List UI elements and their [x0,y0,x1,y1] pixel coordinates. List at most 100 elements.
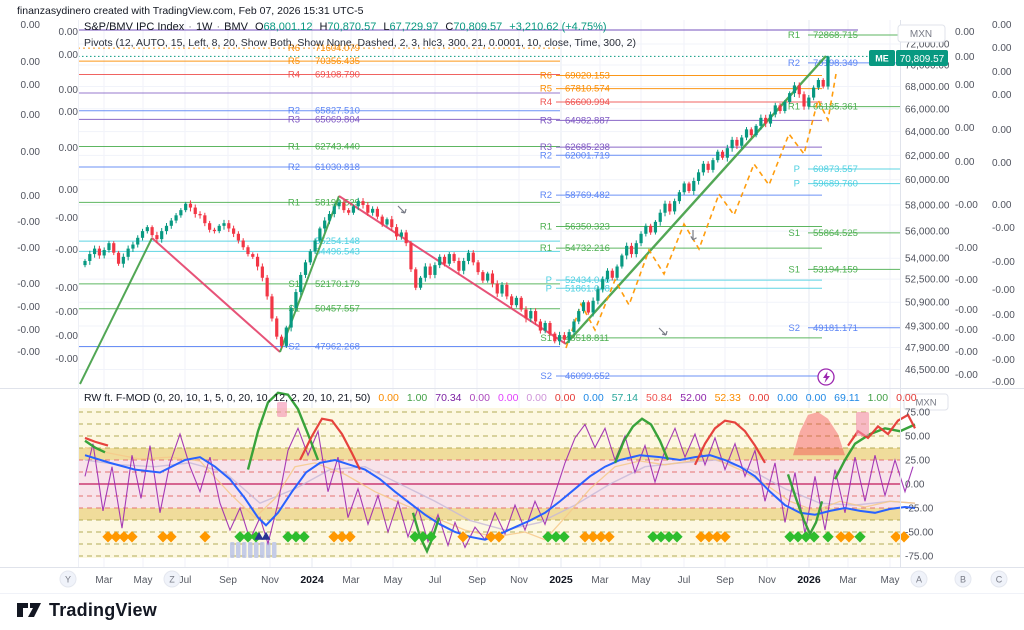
shortcut-button-A[interactable]: A [910,570,928,588]
price-tick[interactable]: 66,000.00 [905,104,950,115]
candle-body [83,260,87,266]
shortcut-button-C[interactable]: C [990,570,1008,588]
candle-body [821,79,825,87]
candle-body [184,203,188,211]
right-scale-value: 0.00 [955,157,975,168]
price-tick[interactable]: 52,500.00 [905,275,950,286]
oscillator-value-3: 0.00 [469,392,490,404]
left-scale-value: 0.00 [21,147,41,158]
currency-box [897,24,946,43]
pivot-label-P: P [794,179,800,190]
candle-body [371,208,375,213]
candle-body [428,266,432,275]
price-tick[interactable]: 54,000.00 [905,254,950,265]
oscillator-tick[interactable]: 50.00 [905,432,930,443]
currency-badge-top: MXN [897,24,946,43]
price-tick[interactable]: 46,500.00 [905,365,950,376]
oscillator-tick[interactable]: -25.00 [905,504,934,515]
candle-body [423,266,427,278]
pivot-label-S1: S1 [288,304,300,315]
time-axis-month[interactable]: Sep [219,575,237,586]
oscillator-value-8: 57.14 [611,392,638,404]
osc-histogram-bar [248,542,253,558]
oscillator-legend[interactable]: RW ft. F-MOD (0, 20, 10, 1, 5, 0, 20, 10… [84,392,917,404]
price-tick[interactable]: 47,900.00 [905,343,950,354]
time-axis-month[interactable]: Nov [758,575,776,586]
time-axis-month[interactable]: May [881,575,900,586]
shortcut-letter: C [996,575,1003,585]
price-tick[interactable]: 64,000.00 [905,127,950,138]
time-axis-month[interactable]: May [384,575,403,586]
oscillator-tick[interactable]: -50.00 [905,528,934,539]
drawing-arrow[interactable] [397,205,407,214]
time-axis-month[interactable]: Jul [678,575,691,586]
time-axis-month[interactable]: Jul [179,575,192,586]
ohlc-value-O: 68,001.12 [263,21,313,33]
osc-red-segment [84,436,109,447]
time-axis-year[interactable]: 2024 [300,574,324,586]
osc-red-segment [694,419,766,466]
osc-pink-box [277,402,287,417]
price-tick[interactable]: 50,900.00 [905,298,950,309]
pivot-value: 66185.361 [813,102,858,113]
pivot-value: 60873.557 [813,164,858,175]
time-axis-month[interactable]: Mar [591,575,609,586]
shortcut-button-Z[interactable]: Z [163,570,181,588]
ohlc-value-C: 70,809.57 [453,21,503,33]
oscillator-tick[interactable]: 0.00 [905,480,925,491]
time-axis-month[interactable]: Mar [839,575,857,586]
osc-green-segment [246,391,320,470]
price-tick[interactable]: 72,000.00 [905,39,950,50]
drawing-arrow[interactable] [658,327,668,336]
right-scale-value: 0.00 [992,125,1012,136]
ohlc-key-C: C [445,21,454,33]
time-axis-month[interactable]: May [632,575,651,586]
candle-body [356,201,360,207]
me-tag-box [869,50,895,66]
time-axis-month[interactable]: May [134,575,153,586]
price-tick[interactable]: 60,000.00 [905,175,950,186]
osc-green-segment [786,474,824,537]
oscillator-value-4: 0.00 [497,392,519,404]
osc-red-segment [299,417,361,471]
pivot-value: 47962.268 [315,341,360,352]
indicator-legend-pivots[interactable]: Pivots (12, AUTO, 15, Left, 8, 20, Show … [84,36,636,49]
oscillator-tick[interactable]: 75.00 [905,408,930,419]
time-axis-year[interactable]: 2026 [797,574,821,586]
price-tick[interactable]: 49,300.00 [905,322,950,333]
oscillator-tick[interactable]: -75.00 [905,552,934,563]
currency-label: MXN [915,398,936,409]
candle-body [634,243,638,255]
candle-body [174,215,178,221]
time-axis-year[interactable]: 2025 [549,574,573,586]
time-axis-month[interactable]: Sep [716,575,734,586]
symbol-legend[interactable]: S&P/BMV IPC Index · 1W · BMV O68,001.12 H70,87… [84,21,607,33]
flash-icon[interactable] [817,368,835,386]
time-axis-month[interactable]: Nov [261,575,279,586]
drawing-arrow[interactable] [688,230,699,241]
pivot-value: 62001.719 [565,150,610,161]
shortcut-button-B[interactable]: B [954,570,972,588]
price-tick[interactable]: 62,000.00 [905,151,950,162]
shortcut-button-Y[interactable]: Y [59,570,77,588]
time-axis-month[interactable]: Mar [95,575,113,586]
price-tick[interactable]: 56,000.00 [905,227,950,238]
candle-body [673,201,677,212]
time-axis-month[interactable]: Nov [510,575,528,586]
candle-body [596,289,600,301]
candle-body [466,252,471,261]
pivot-value: 59689.760 [813,179,858,190]
price-tick[interactable]: 58,000.00 [905,200,950,211]
oscillator-tick[interactable]: 25.00 [905,456,930,467]
oscillator-value-1: 1.00 [406,392,428,404]
shortcut-circle [954,570,972,588]
candle-body [653,221,658,233]
time-axis-month[interactable]: Mar [342,575,360,586]
time-axis-month[interactable]: Jul [429,575,442,586]
time-axis-month[interactable]: Sep [468,575,486,586]
pivot-label-R6: R6 [540,70,552,81]
price-tick[interactable]: 68,000.00 [905,82,950,93]
right-scale-value: 0.00 [992,20,1012,31]
candle-body [284,327,288,346]
